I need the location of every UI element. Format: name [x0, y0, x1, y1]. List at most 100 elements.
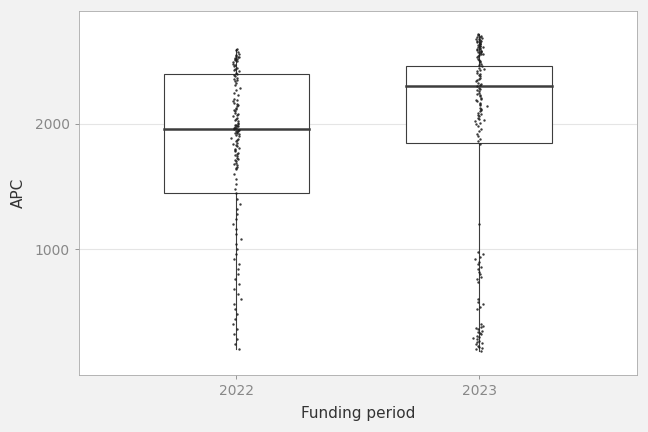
- Point: [231, 226, 242, 232]
- Point: [472, 328, 483, 335]
- Point: [231, 124, 241, 131]
- Point: [474, 84, 485, 91]
- Point: [475, 99, 485, 106]
- Point: [476, 48, 487, 55]
- Point: [477, 345, 487, 352]
- Point: [475, 46, 485, 53]
- Point: [236, 236, 246, 243]
- Point: [233, 271, 243, 278]
- Point: [234, 144, 244, 151]
- Point: [233, 48, 243, 55]
- Point: [476, 107, 486, 114]
- Point: [231, 69, 241, 76]
- Point: [231, 231, 242, 238]
- Point: [478, 322, 489, 329]
- Point: [476, 125, 487, 132]
- Point: [474, 92, 485, 98]
- Point: [475, 102, 485, 108]
- Point: [476, 50, 486, 57]
- Point: [233, 119, 244, 126]
- Point: [233, 121, 244, 127]
- Point: [231, 251, 242, 257]
- Point: [233, 261, 244, 268]
- Point: [230, 82, 240, 89]
- Point: [232, 196, 242, 203]
- Point: [474, 34, 485, 41]
- Point: [474, 113, 484, 120]
- Point: [233, 118, 243, 125]
- Point: [232, 143, 242, 150]
- Point: [230, 157, 240, 164]
- Point: [231, 115, 241, 122]
- Point: [231, 79, 241, 86]
- Point: [475, 108, 485, 115]
- Point: [231, 165, 241, 172]
- Point: [474, 221, 485, 228]
- Point: [229, 276, 240, 283]
- Point: [473, 109, 483, 116]
- Point: [231, 70, 242, 77]
- Point: [231, 139, 242, 146]
- Point: [232, 64, 242, 71]
- Point: [229, 99, 239, 106]
- Point: [227, 98, 238, 105]
- Point: [474, 40, 485, 47]
- Point: [474, 59, 485, 66]
- Point: [235, 296, 246, 303]
- Point: [476, 94, 487, 101]
- Point: [473, 123, 483, 130]
- Point: [474, 36, 485, 43]
- Point: [472, 306, 482, 313]
- Point: [229, 95, 239, 102]
- Point: [472, 299, 483, 305]
- Point: [472, 33, 482, 40]
- Point: [472, 41, 483, 48]
- Point: [476, 331, 486, 338]
- Point: [234, 281, 244, 288]
- Point: [472, 53, 483, 60]
- X-axis label: Funding period: Funding period: [301, 406, 415, 421]
- Point: [229, 186, 240, 193]
- Point: [478, 251, 489, 257]
- Point: [474, 140, 485, 147]
- Point: [231, 159, 241, 166]
- Point: [472, 55, 483, 62]
- Point: [229, 286, 239, 293]
- Bar: [163, 74, 309, 193]
- Point: [231, 122, 241, 129]
- Point: [474, 115, 485, 122]
- Point: [234, 346, 244, 353]
- Point: [472, 90, 482, 97]
- Point: [231, 241, 241, 248]
- Point: [474, 51, 484, 58]
- Point: [472, 336, 482, 343]
- Point: [230, 108, 240, 115]
- Point: [229, 331, 240, 338]
- Point: [229, 67, 239, 73]
- Point: [229, 171, 239, 178]
- Point: [475, 67, 485, 73]
- Point: [233, 149, 244, 156]
- Point: [471, 35, 481, 42]
- Point: [230, 129, 240, 136]
- Point: [475, 70, 485, 77]
- Point: [234, 127, 244, 133]
- Point: [235, 84, 245, 91]
- Point: [475, 119, 485, 126]
- Point: [231, 189, 241, 196]
- Point: [470, 256, 480, 263]
- Point: [468, 335, 478, 342]
- Point: [476, 60, 486, 67]
- Point: [472, 339, 482, 346]
- Point: [475, 104, 485, 111]
- Point: [471, 97, 481, 104]
- Point: [233, 92, 243, 98]
- Point: [472, 76, 483, 83]
- Point: [474, 88, 485, 95]
- Point: [475, 74, 485, 81]
- Point: [233, 126, 243, 133]
- Point: [232, 122, 242, 129]
- Point: [231, 138, 241, 145]
- Point: [230, 73, 240, 80]
- Point: [474, 128, 485, 135]
